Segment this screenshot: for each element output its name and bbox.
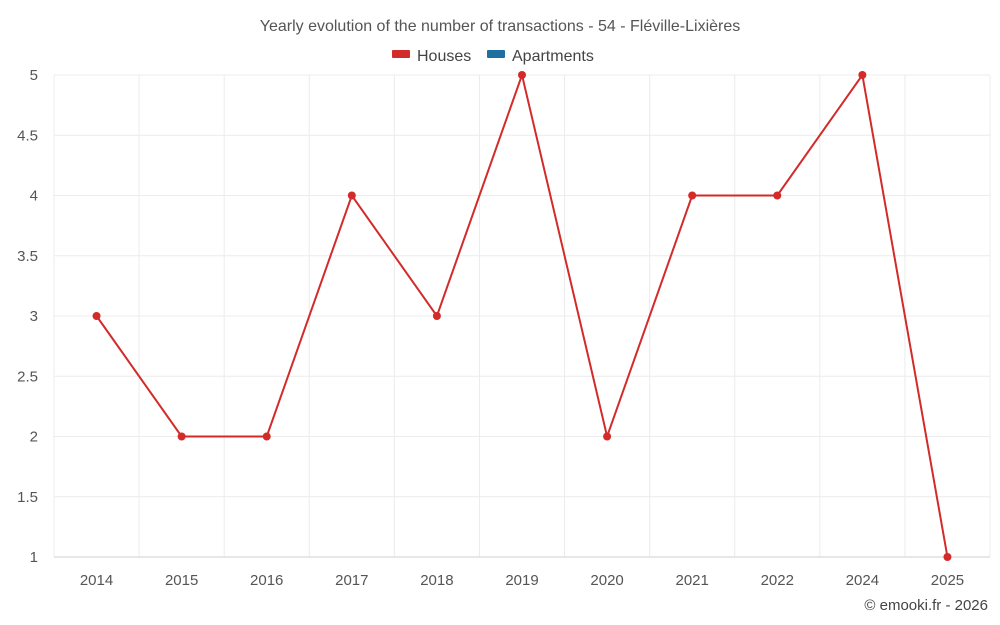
- x-tick-label: 2018: [420, 572, 453, 589]
- x-tick-label: 2015: [165, 572, 198, 589]
- legend-swatch-apartments: [487, 50, 505, 58]
- data-point-houses[interactable]: [518, 71, 526, 79]
- x-tick-label: 2020: [590, 572, 623, 589]
- legend-label-houses: Houses: [417, 48, 471, 65]
- y-tick-label: 1.5: [17, 489, 38, 506]
- legend: Houses Apartments: [392, 48, 594, 65]
- y-tick-label: 3.5: [17, 248, 38, 265]
- y-tick-label: 5: [30, 67, 38, 84]
- x-tick-label: 2014: [80, 572, 113, 589]
- data-point-houses[interactable]: [262, 432, 271, 441]
- legend-swatch-houses: [392, 50, 410, 58]
- y-tick-label: 4.5: [17, 127, 38, 144]
- x-tick-label: 2022: [761, 572, 794, 589]
- chart-title: Yearly evolution of the number of transa…: [260, 18, 741, 35]
- y-tick-label: 4: [30, 188, 38, 205]
- series: [92, 71, 952, 561]
- y-tick-label: 3: [30, 308, 38, 325]
- data-point-houses[interactable]: [347, 191, 356, 200]
- x-tick-label: 2017: [335, 572, 368, 589]
- x-tick-label: 2019: [505, 572, 538, 589]
- x-tick-label: 2016: [250, 572, 283, 589]
- data-point-houses[interactable]: [858, 71, 867, 79]
- data-point-houses[interactable]: [943, 553, 952, 561]
- legend-item-apartments[interactable]: Apartments: [487, 48, 594, 65]
- legend-item-houses[interactable]: Houses: [392, 48, 471, 65]
- legend-label-apartments: Apartments: [512, 48, 594, 65]
- x-tick-label: 2021: [675, 572, 708, 589]
- y-tick-label: 1: [30, 549, 38, 566]
- y-tick-label: 2: [30, 429, 38, 446]
- x-tick-label: 2025: [931, 572, 964, 589]
- y-tick-label: 2.5: [17, 368, 38, 385]
- grid: [53, 74, 991, 558]
- data-point-houses[interactable]: [92, 312, 101, 320]
- credit-text: © emooki.fr - 2026: [864, 597, 988, 614]
- data-point-houses[interactable]: [603, 432, 612, 441]
- data-point-houses[interactable]: [773, 191, 782, 200]
- data-point-houses[interactable]: [432, 312, 441, 320]
- data-point-houses[interactable]: [688, 191, 697, 200]
- axes: 1 1.5 2 2.5 3 3.5 4 4.5 5 2014 2015 2016 2017 2018 201…: [17, 67, 990, 589]
- x-tick-label: 2024: [846, 572, 879, 589]
- data-point-houses[interactable]: [177, 432, 186, 441]
